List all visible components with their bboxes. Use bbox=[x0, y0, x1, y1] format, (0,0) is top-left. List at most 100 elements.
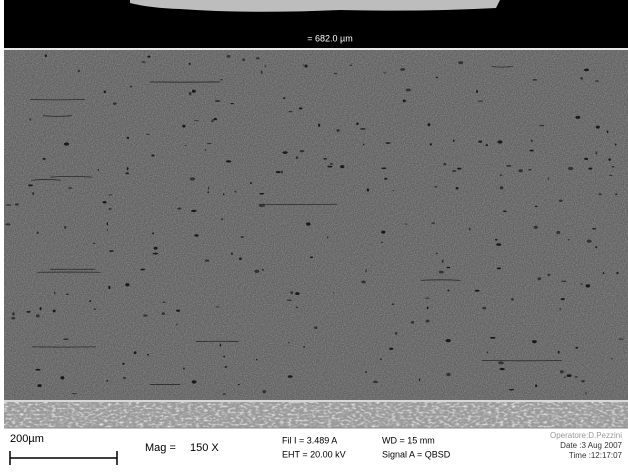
pore bbox=[614, 143, 617, 146]
pore bbox=[262, 390, 267, 394]
pore bbox=[242, 58, 245, 62]
pore bbox=[455, 187, 459, 190]
pore bbox=[468, 227, 471, 231]
pore bbox=[260, 204, 265, 207]
pore bbox=[191, 380, 197, 384]
pore bbox=[64, 225, 67, 229]
pore bbox=[234, 190, 237, 193]
pore bbox=[280, 170, 283, 174]
pore bbox=[506, 164, 512, 167]
pore bbox=[547, 273, 551, 276]
pore bbox=[215, 306, 220, 308]
pore bbox=[193, 120, 199, 122]
crack bbox=[31, 179, 61, 181]
pore bbox=[385, 142, 391, 144]
date: Date :3 Aug 2007 bbox=[560, 441, 622, 450]
pore bbox=[108, 194, 113, 196]
pore bbox=[204, 149, 207, 151]
pore bbox=[14, 203, 19, 206]
pore bbox=[366, 188, 370, 192]
pore bbox=[485, 144, 489, 147]
pore bbox=[260, 70, 263, 74]
pore bbox=[574, 376, 578, 378]
coating-texture bbox=[4, 50, 628, 400]
pore bbox=[35, 314, 40, 318]
top-interface bbox=[4, 48, 628, 50]
pore bbox=[176, 323, 178, 326]
pore bbox=[54, 291, 56, 295]
pore bbox=[332, 292, 335, 294]
pore bbox=[126, 136, 130, 139]
pore bbox=[497, 140, 503, 144]
info-bar bbox=[0, 428, 628, 473]
pore bbox=[533, 225, 538, 229]
pore bbox=[298, 107, 303, 110]
pore bbox=[5, 204, 12, 206]
scale-bar-label: 200µm bbox=[10, 433, 44, 445]
pore bbox=[214, 99, 221, 103]
pore bbox=[152, 252, 159, 255]
pore bbox=[559, 307, 561, 311]
pore bbox=[146, 353, 150, 356]
pore bbox=[288, 341, 290, 344]
pore bbox=[35, 368, 41, 371]
pore bbox=[146, 133, 150, 135]
pore bbox=[482, 306, 487, 310]
pore bbox=[502, 210, 507, 213]
pore bbox=[255, 57, 260, 60]
mag-value: 150 X bbox=[190, 442, 219, 454]
pore bbox=[264, 65, 266, 67]
pore bbox=[496, 243, 502, 246]
pore bbox=[152, 232, 155, 235]
pore bbox=[299, 149, 305, 153]
pore bbox=[410, 320, 415, 324]
pore bbox=[204, 259, 210, 262]
substrate-texture bbox=[4, 400, 628, 428]
pore bbox=[606, 130, 609, 134]
pore bbox=[425, 319, 430, 323]
pore bbox=[392, 190, 395, 192]
pore bbox=[356, 122, 359, 126]
pore bbox=[221, 218, 224, 220]
pore bbox=[535, 384, 538, 388]
pore bbox=[219, 343, 222, 347]
pore bbox=[162, 301, 166, 304]
pore bbox=[433, 186, 438, 188]
pores bbox=[5, 54, 624, 395]
pore bbox=[140, 268, 146, 271]
pore bbox=[349, 64, 353, 67]
pore bbox=[558, 199, 563, 202]
pore bbox=[340, 165, 345, 169]
pore bbox=[318, 123, 321, 127]
pore bbox=[365, 269, 367, 273]
pore bbox=[89, 300, 92, 303]
pore bbox=[63, 338, 69, 340]
pore bbox=[63, 142, 70, 146]
pore bbox=[261, 268, 264, 272]
pore bbox=[153, 246, 158, 250]
pore bbox=[419, 378, 421, 382]
pore bbox=[581, 379, 585, 383]
pore bbox=[588, 167, 593, 170]
pore bbox=[327, 165, 333, 168]
pore bbox=[304, 64, 308, 68]
pore bbox=[477, 100, 484, 102]
pore bbox=[141, 61, 146, 63]
pore bbox=[528, 169, 532, 171]
pore bbox=[39, 307, 42, 311]
crack bbox=[50, 176, 93, 178]
pore bbox=[125, 172, 129, 175]
pore bbox=[435, 252, 439, 255]
pore bbox=[93, 308, 97, 310]
pore bbox=[220, 79, 223, 81]
pore bbox=[333, 72, 338, 75]
pore bbox=[547, 177, 550, 180]
pore bbox=[108, 208, 112, 210]
pore bbox=[26, 311, 31, 313]
pore bbox=[249, 182, 253, 184]
pore bbox=[580, 76, 583, 80]
pore bbox=[496, 267, 502, 270]
pore bbox=[295, 156, 299, 160]
crack bbox=[420, 279, 461, 281]
pore bbox=[230, 102, 234, 105]
